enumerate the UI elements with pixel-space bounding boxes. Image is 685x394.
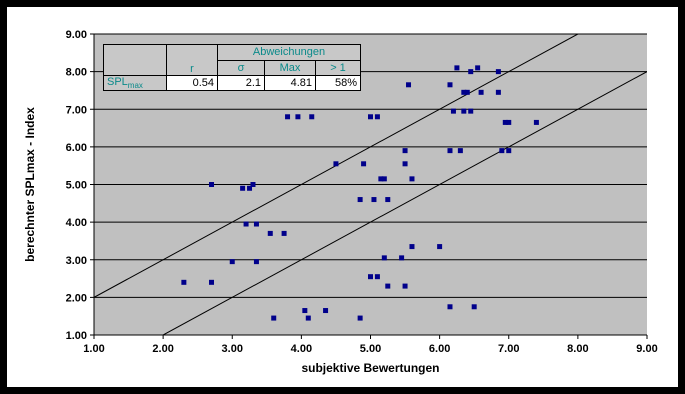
y-tick-label-2: 3.00: [66, 255, 87, 267]
x-tick-label-5: 6.00: [429, 343, 450, 355]
data-point-50: [468, 108, 474, 114]
data-point-11: [271, 315, 277, 321]
data-point-52: [471, 304, 477, 310]
data-point-30: [381, 176, 387, 182]
stats-row-label-sub: max: [127, 81, 143, 91]
data-point-23: [368, 114, 373, 120]
data-point-9: [253, 221, 259, 227]
data-point-24: [368, 274, 373, 280]
data-point-45: [454, 65, 460, 71]
stats-header-max: Max: [264, 59, 316, 76]
data-point-5: [243, 221, 249, 227]
data-point-33: [399, 255, 405, 261]
data-point-44: [450, 108, 456, 114]
stats-corner-cell: [103, 44, 167, 76]
x-tick-label-8: 9.00: [636, 343, 657, 355]
x-tick-label-6: 7.00: [498, 343, 519, 355]
data-point-41: [447, 304, 453, 310]
stats-header-sigma: σ: [217, 59, 265, 76]
data-point-8: [253, 259, 259, 265]
data-point-35: [402, 161, 408, 167]
data-point-21: [357, 197, 363, 203]
y-tick-label-8: 9.00: [66, 29, 87, 41]
y-tick-label-5: 6.00: [66, 142, 87, 154]
data-point-2: [209, 182, 215, 187]
x-tick-label-0: 1.00: [83, 343, 104, 355]
data-point-39: [409, 244, 415, 250]
data-point-59: [506, 119, 512, 125]
x-tick-label-2: 3.00: [222, 343, 243, 355]
data-point-32: [385, 283, 391, 289]
chart-frame: 1.00 2.00 3.00 4.00 5.00 6.00 7.00 8.00 9.00 1.00…: [7, 7, 678, 387]
y-tick-label-3: 4.00: [66, 217, 87, 229]
data-point-7: [250, 182, 256, 187]
data-point-43: [447, 82, 453, 88]
data-point-27: [374, 274, 380, 280]
data-point-56: [495, 69, 501, 75]
data-point-60: [506, 148, 512, 154]
data-point-37: [406, 82, 412, 88]
data-point-53: [475, 65, 481, 71]
data-point-49: [464, 89, 470, 95]
stats-header-gt1: > 1: [315, 59, 361, 76]
data-point-14: [295, 114, 301, 120]
data-point-10: [267, 230, 273, 236]
x-tick-label-4: 5.00: [360, 343, 381, 355]
data-point-16: [305, 315, 311, 321]
data-point-58: [502, 119, 508, 125]
stats-value-max: 4.81: [264, 74, 316, 92]
data-point-15: [302, 308, 308, 314]
stats-table: r Abweichungen σ Max > 1 SPLmax 0.54 2.1…: [103, 44, 361, 92]
data-point-28: [378, 176, 384, 182]
data-point-6: [247, 185, 253, 191]
data-point-3: [229, 259, 235, 265]
data-point-18: [323, 308, 329, 314]
y-tick-label-4: 5.00: [66, 180, 87, 192]
y-tick-label-7: 8.00: [66, 67, 87, 79]
y-tick-label-1: 2.00: [66, 292, 87, 304]
data-point-20: [357, 315, 363, 321]
data-point-22: [361, 161, 367, 167]
data-point-42: [447, 148, 453, 154]
data-point-34: [402, 283, 408, 289]
stats-value-sigma: 2.1: [217, 74, 265, 92]
y-tick-label-0: 1.00: [66, 330, 87, 342]
data-point-17: [309, 114, 315, 120]
data-point-26: [374, 114, 380, 120]
data-point-48: [461, 89, 467, 95]
data-point-29: [381, 255, 387, 261]
x-tick-label-1: 2.00: [152, 343, 173, 355]
x-tick-label-3: 4.00: [291, 343, 312, 355]
data-point-25: [371, 197, 377, 203]
data-point-47: [461, 108, 467, 114]
y-axis-title: berechnter SPLmax - Index: [23, 107, 37, 262]
stats-row-label-main: SPL: [107, 76, 128, 88]
data-point-31: [385, 197, 391, 203]
data-point-61: [533, 119, 539, 125]
reference-line-1: [162, 71, 647, 335]
data-point-51: [468, 69, 474, 75]
data-point-54: [478, 89, 484, 95]
x-axis-title: subjektive Bewertungen: [301, 361, 439, 375]
data-point-0: [181, 279, 187, 285]
stats-header-r: r: [166, 44, 218, 76]
stats-value-gt1: 58%: [315, 74, 361, 92]
data-point-4: [240, 185, 246, 191]
data-point-1: [209, 279, 215, 285]
x-tick-label-7: 8.00: [567, 343, 588, 355]
data-point-57: [499, 148, 505, 154]
stats-row-label: SPLmax: [103, 74, 167, 92]
data-point-19: [333, 161, 339, 167]
data-point-38: [409, 176, 415, 182]
data-point-46: [457, 148, 463, 154]
data-point-12: [281, 230, 287, 236]
stats-value-r: 0.54: [166, 74, 218, 92]
y-tick-label-6: 7.00: [66, 104, 87, 116]
data-point-36: [402, 148, 408, 154]
data-point-55: [495, 89, 501, 95]
data-point-40: [437, 244, 443, 250]
data-point-13: [285, 114, 291, 120]
stats-group-header: Abweichungen: [217, 44, 361, 61]
